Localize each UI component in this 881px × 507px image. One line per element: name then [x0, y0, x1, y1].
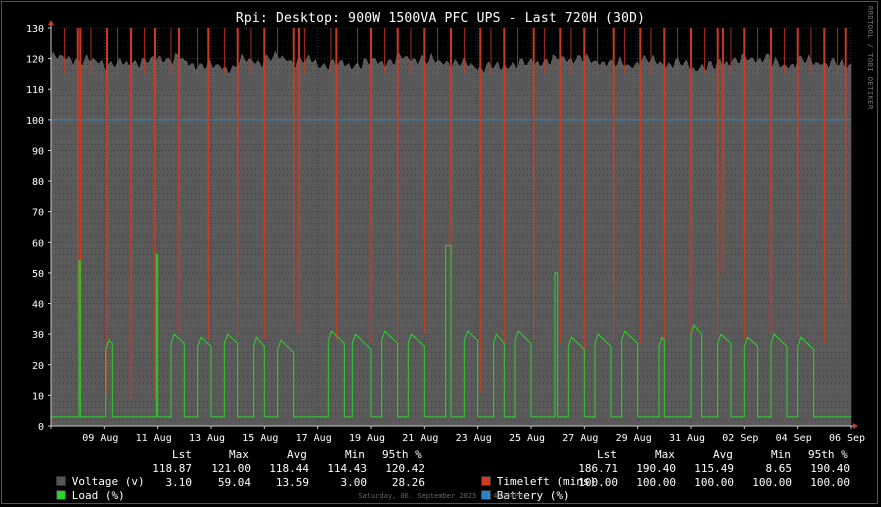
col-head-max: Max — [229, 448, 249, 461]
y-tick-label: 90 — [32, 146, 44, 157]
col-head-avg: Avg — [287, 448, 307, 461]
legend-timeleft: Timeleft (mins) — [441, 462, 596, 501]
legend-battery-label: Battery (%) — [496, 489, 570, 502]
y-axis-arrow — [48, 20, 54, 25]
x-tick-label: 06 Sep — [829, 433, 865, 444]
x-tick-label: 29 Aug — [616, 433, 652, 444]
battery-min: 100.00 — [752, 476, 792, 489]
y-tick-label: 60 — [32, 238, 44, 249]
voltage-max: 121.00 — [211, 462, 251, 475]
x-tick-label: 13 Aug — [189, 433, 225, 444]
col-head-avg-2: Avg — [713, 448, 733, 461]
battery-95th: 100.00 — [810, 476, 850, 489]
x-tick-label: 15 Aug — [242, 433, 278, 444]
legend-battery: Battery (%) — [441, 476, 570, 507]
y-tick-label: 80 — [32, 177, 44, 188]
legend-timeleft-label: Timeleft (mins) — [496, 475, 597, 488]
x-tick-label: 09 Aug — [82, 433, 118, 444]
col-head-min: Min — [345, 448, 365, 461]
x-tick-label: 31 Aug — [669, 433, 705, 444]
legend-voltage: Voltage (v) — [16, 462, 145, 501]
load-avg: 13.59 — [275, 476, 309, 489]
x-tick-label: 25 Aug — [509, 433, 545, 444]
x-tick-label: 19 Aug — [349, 433, 385, 444]
x-tick-label: 17 Aug — [296, 433, 332, 444]
col-head-max-2: Max — [655, 448, 675, 461]
y-tick-label: 120 — [26, 55, 44, 66]
voltage-min: 114.43 — [327, 462, 367, 475]
generated-timestamp: Saturday, 06. September 2025 07:43:04PM — [358, 492, 523, 500]
x-tick-label: 11 Aug — [136, 433, 172, 444]
x-tick-label: 04 Sep — [776, 433, 812, 444]
load-line — [51, 244, 851, 418]
y-tick-label: 50 — [32, 269, 44, 280]
load-min: 3.00 — [340, 476, 368, 489]
timeleft-min: 8.65 — [765, 462, 793, 475]
col-head-min-2: Min — [771, 448, 791, 461]
x-tick-label: 21 Aug — [402, 433, 438, 444]
x-tick-label: 02 Sep — [722, 433, 758, 444]
x-axis-arrow — [853, 423, 858, 429]
col-head-95th-2: 95th % — [808, 448, 848, 461]
voltage-95th: 120.42 — [385, 462, 425, 475]
x-tick-label: 27 Aug — [562, 433, 598, 444]
col-head-95th: 95th % — [382, 448, 422, 461]
load-lst: 3.10 — [165, 476, 193, 489]
battery-swatch — [480, 490, 491, 500]
legend-voltage-label: Voltage (v) — [71, 475, 145, 488]
y-tick-label: 20 — [32, 361, 44, 372]
y-tick-label: 40 — [32, 300, 44, 311]
y-tick-label: 100 — [26, 116, 44, 127]
battery-lst: 100.00 — [578, 476, 618, 489]
rrdtool-watermark: RRDTOOL / TOBI OETIKER — [866, 6, 874, 110]
x-tick-label: 23 Aug — [456, 433, 492, 444]
y-tick-label: 30 — [32, 330, 44, 341]
y-tick-label: 130 — [26, 24, 44, 35]
timeleft-max: 190.40 — [636, 462, 676, 475]
col-head-lst-2: Lst — [597, 448, 617, 461]
legend-load: Load (%) — [16, 476, 125, 507]
battery-avg: 100.00 — [694, 476, 734, 489]
legend-load-label: Load (%) — [71, 489, 125, 502]
chart-title: Rpi: Desktop: 900W 1500VA PFC UPS - Last… — [235, 11, 646, 26]
voltage-lst: 118.87 — [152, 462, 192, 475]
load-swatch — [55, 490, 66, 500]
timeleft-avg: 115.49 — [694, 462, 734, 475]
y-tick-label: 110 — [26, 85, 44, 96]
col-head-lst: Lst — [172, 448, 192, 461]
battery-max: 100.00 — [636, 476, 676, 489]
y-tick-label: 0 — [38, 422, 44, 433]
timeleft-95th: 190.40 — [810, 462, 850, 475]
timeleft-lst: 186.71 — [578, 462, 618, 475]
y-tick-label: 10 — [32, 391, 44, 402]
y-tick-label: 70 — [32, 208, 44, 219]
load-95th: 28.26 — [391, 476, 425, 489]
voltage-swatch — [55, 476, 66, 486]
voltage-avg: 118.44 — [269, 462, 309, 475]
timeleft-swatch — [480, 476, 491, 486]
load-max: 59.04 — [217, 476, 251, 489]
